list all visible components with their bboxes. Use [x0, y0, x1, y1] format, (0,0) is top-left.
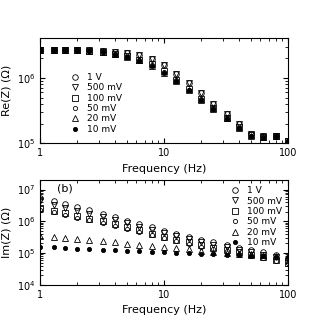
Y-axis label: Im(Z) (Ω): Im(Z) (Ω) — [1, 207, 11, 258]
Y-axis label: Re(Z) (Ω): Re(Z) (Ω) — [1, 65, 11, 116]
Legend: 1 V, 500 mV, 100 mV, 50 mV, 20 mV, 10 mV: 1 V, 500 mV, 100 mV, 50 mV, 20 mV, 10 mV — [64, 71, 124, 136]
X-axis label: Frequency (Hz): Frequency (Hz) — [122, 164, 206, 174]
X-axis label: Frequency (Hz): Frequency (Hz) — [122, 305, 206, 315]
Text: (b): (b) — [57, 183, 73, 193]
Legend: 1 V, 500 mV, 100 mV, 50 mV, 20 mV, 10 mV: 1 V, 500 mV, 100 mV, 50 mV, 20 mV, 10 mV — [224, 184, 284, 249]
